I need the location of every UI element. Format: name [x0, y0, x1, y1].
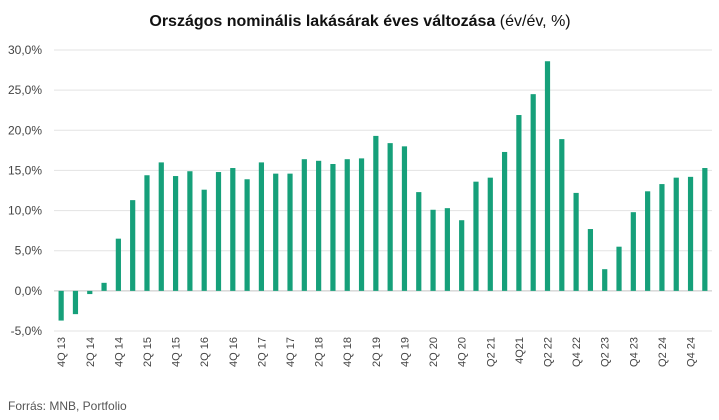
bar [72, 290, 79, 315]
y-tick-label: 5,0% [15, 244, 43, 258]
x-tick-label: 4Q 19 [399, 337, 411, 367]
bar [215, 172, 222, 291]
bar [602, 269, 608, 291]
bar [659, 184, 665, 291]
x-tick-label: 2Q 17 [256, 337, 268, 367]
chart-title: Országos nominális lakásárak éves változ… [149, 13, 495, 30]
bar [516, 115, 522, 291]
x-tick-label: 4Q 14 [113, 337, 125, 367]
bar [58, 290, 64, 321]
bar [473, 181, 479, 291]
bar [373, 135, 379, 291]
bar [459, 220, 465, 291]
chart-title-group: Országos nominális lakásárak éves változ… [149, 13, 570, 30]
y-tick-label: 10,0% [8, 204, 42, 218]
bar [330, 164, 336, 291]
bar [244, 179, 250, 291]
bar [87, 290, 93, 295]
bar [687, 176, 694, 291]
bar [559, 139, 565, 291]
x-tick-label: 2Q 18 [314, 337, 326, 367]
bar [587, 229, 594, 291]
bar [573, 192, 579, 291]
x-tick-label: 2Q 20 [428, 337, 440, 367]
x-tick-label: 2Q 15 [142, 337, 154, 367]
bar [673, 177, 679, 291]
bar [301, 159, 307, 291]
x-tick-label: 4Q 16 [228, 337, 240, 367]
bar [273, 173, 279, 291]
x-tick-label: 2Q 16 [199, 337, 211, 367]
y-tick-label: 0,0% [15, 284, 43, 298]
x-tick-label: Q4 23 [628, 337, 640, 367]
source: Forrás: MNB, Portfolio [8, 399, 127, 413]
y-tick-label: 15,0% [8, 163, 42, 177]
y-tick-label: 25,0% [8, 83, 42, 97]
bar [630, 212, 636, 291]
x-tick-label: Q2 23 [600, 337, 612, 367]
bar [115, 238, 121, 291]
bar [487, 177, 493, 291]
x-tick-label: Q2 21 [485, 337, 497, 367]
bar [387, 143, 393, 291]
x-tick-label: Q4 24 [686, 337, 698, 367]
bar [645, 191, 651, 291]
bar [358, 158, 365, 291]
bar [401, 146, 408, 291]
bar [144, 175, 150, 291]
bar [101, 282, 107, 291]
bar [616, 246, 622, 291]
bar [130, 200, 136, 291]
bar [316, 160, 322, 291]
x-tick-label: 4Q21 [514, 337, 526, 364]
y-tick-label: -5,0% [11, 324, 43, 338]
bar [158, 162, 164, 291]
bar [344, 159, 350, 291]
x-tick-label: 4Q 15 [171, 337, 183, 367]
x-tick-label: Q4 22 [571, 337, 583, 367]
bar [416, 192, 422, 291]
bar [501, 151, 508, 291]
y-tick-label: 20,0% [8, 123, 42, 137]
bar [544, 61, 551, 291]
bar [258, 162, 265, 291]
x-tick-label: 4Q 17 [285, 337, 297, 367]
bar [230, 168, 236, 291]
bar [187, 171, 193, 291]
x-tick-label: 2Q 14 [85, 337, 97, 367]
bar [444, 208, 450, 291]
bar [702, 168, 708, 291]
bar [172, 176, 179, 291]
bar [201, 189, 207, 291]
chart-subtitle: (év/év, %) [500, 13, 571, 30]
bar [530, 94, 536, 291]
bar [287, 173, 293, 291]
y-tick-label: 30,0% [8, 43, 42, 57]
x-tick-label: 2Q 19 [371, 337, 383, 367]
x-tick-label: Q2 24 [657, 337, 669, 367]
x-tick-label: 4Q 20 [457, 337, 469, 367]
x-tick-label: 4Q 13 [56, 337, 68, 367]
x-tick-label: 4Q 18 [342, 337, 354, 367]
x-tick-label: Q2 22 [543, 337, 555, 367]
bar [430, 209, 436, 291]
